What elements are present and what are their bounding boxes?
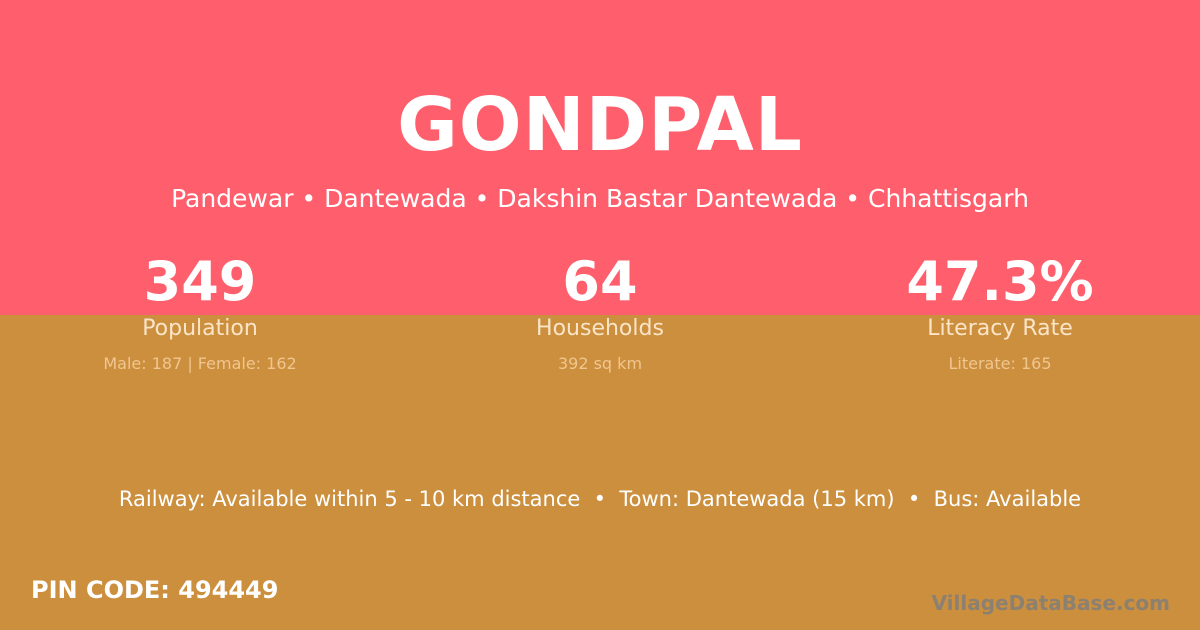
stat-value: 349 [143,250,257,313]
header-band [0,0,1200,315]
watermark-logo: VillageDataBase.com [931,591,1170,615]
stat-value: 64 [562,250,638,313]
stat-detail: Literate: 165 [948,354,1052,373]
village-title: GONDPAL [397,82,803,168]
stat-label: Population [142,316,258,341]
stat-value: 47.3% [906,250,1094,313]
stat-detail: 392 sq km [557,354,643,373]
footer-band [0,315,1200,630]
stat-label: Households [536,316,664,341]
stat-detail: Male: 187 | Female: 162 [103,354,297,373]
pin-code: PIN CODE: 494449 [31,576,279,604]
stat-label: Literacy Rate [927,316,1073,341]
connectivity-info: Railway: Available within 5 - 10 km dist… [118,487,1082,511]
location-breadcrumb: Pandewar • Dantewada • Dakshin Bastar Da… [171,184,1029,213]
